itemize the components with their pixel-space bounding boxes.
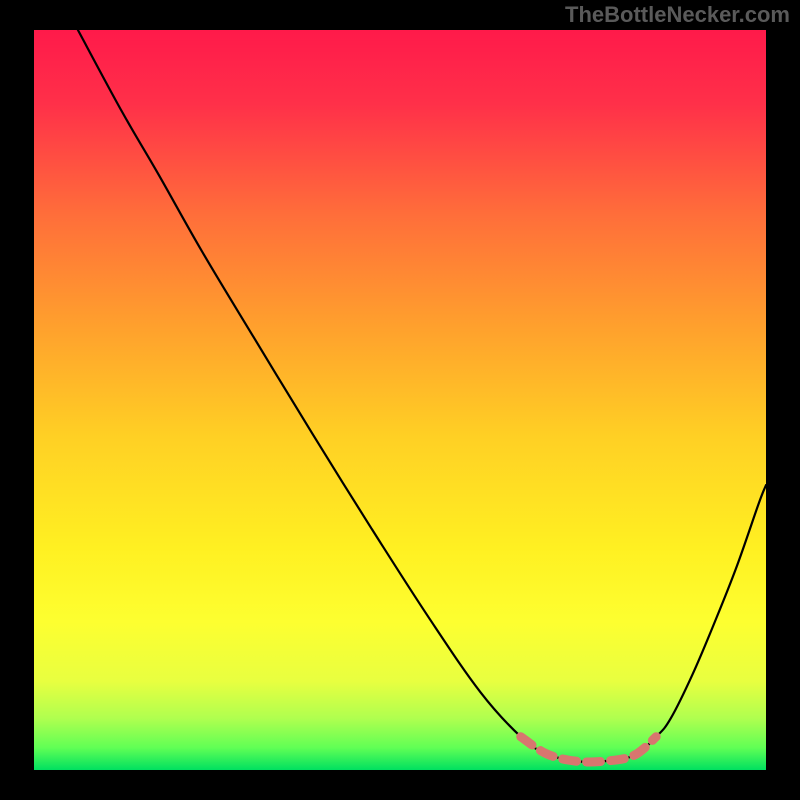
chart-container xyxy=(34,30,766,770)
chart-svg xyxy=(34,30,766,770)
watermark-text: TheBottleNecker.com xyxy=(565,2,790,28)
gradient-background xyxy=(34,30,766,770)
